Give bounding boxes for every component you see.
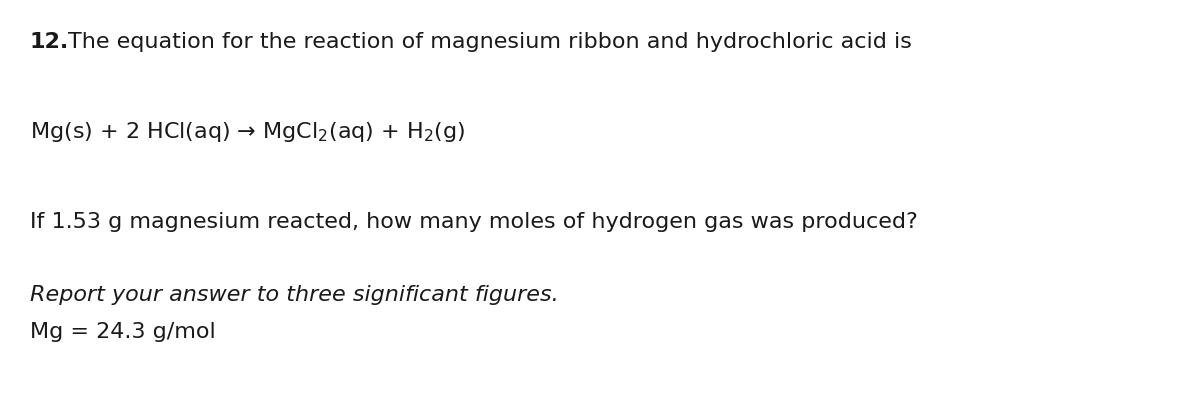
- Text: 12.: 12.: [30, 32, 69, 52]
- Text: Mg = 24.3 g/mol: Mg = 24.3 g/mol: [30, 321, 216, 341]
- Text: Mg(s) + 2 HCl(aq) → MgCl$_2$(aq) + H$_2$(g): Mg(s) + 2 HCl(aq) → MgCl$_2$(aq) + H$_2$…: [30, 120, 466, 144]
- Text: The equation for the reaction of magnesium ribbon and hydrochloric acid is: The equation for the reaction of magnesi…: [68, 32, 912, 52]
- Text: If 1.53 g magnesium reacted, how many moles of hydrogen gas was produced?: If 1.53 g magnesium reacted, how many mo…: [30, 211, 918, 231]
- Text: Report your answer to three significant figures.: Report your answer to three significant …: [30, 284, 559, 304]
